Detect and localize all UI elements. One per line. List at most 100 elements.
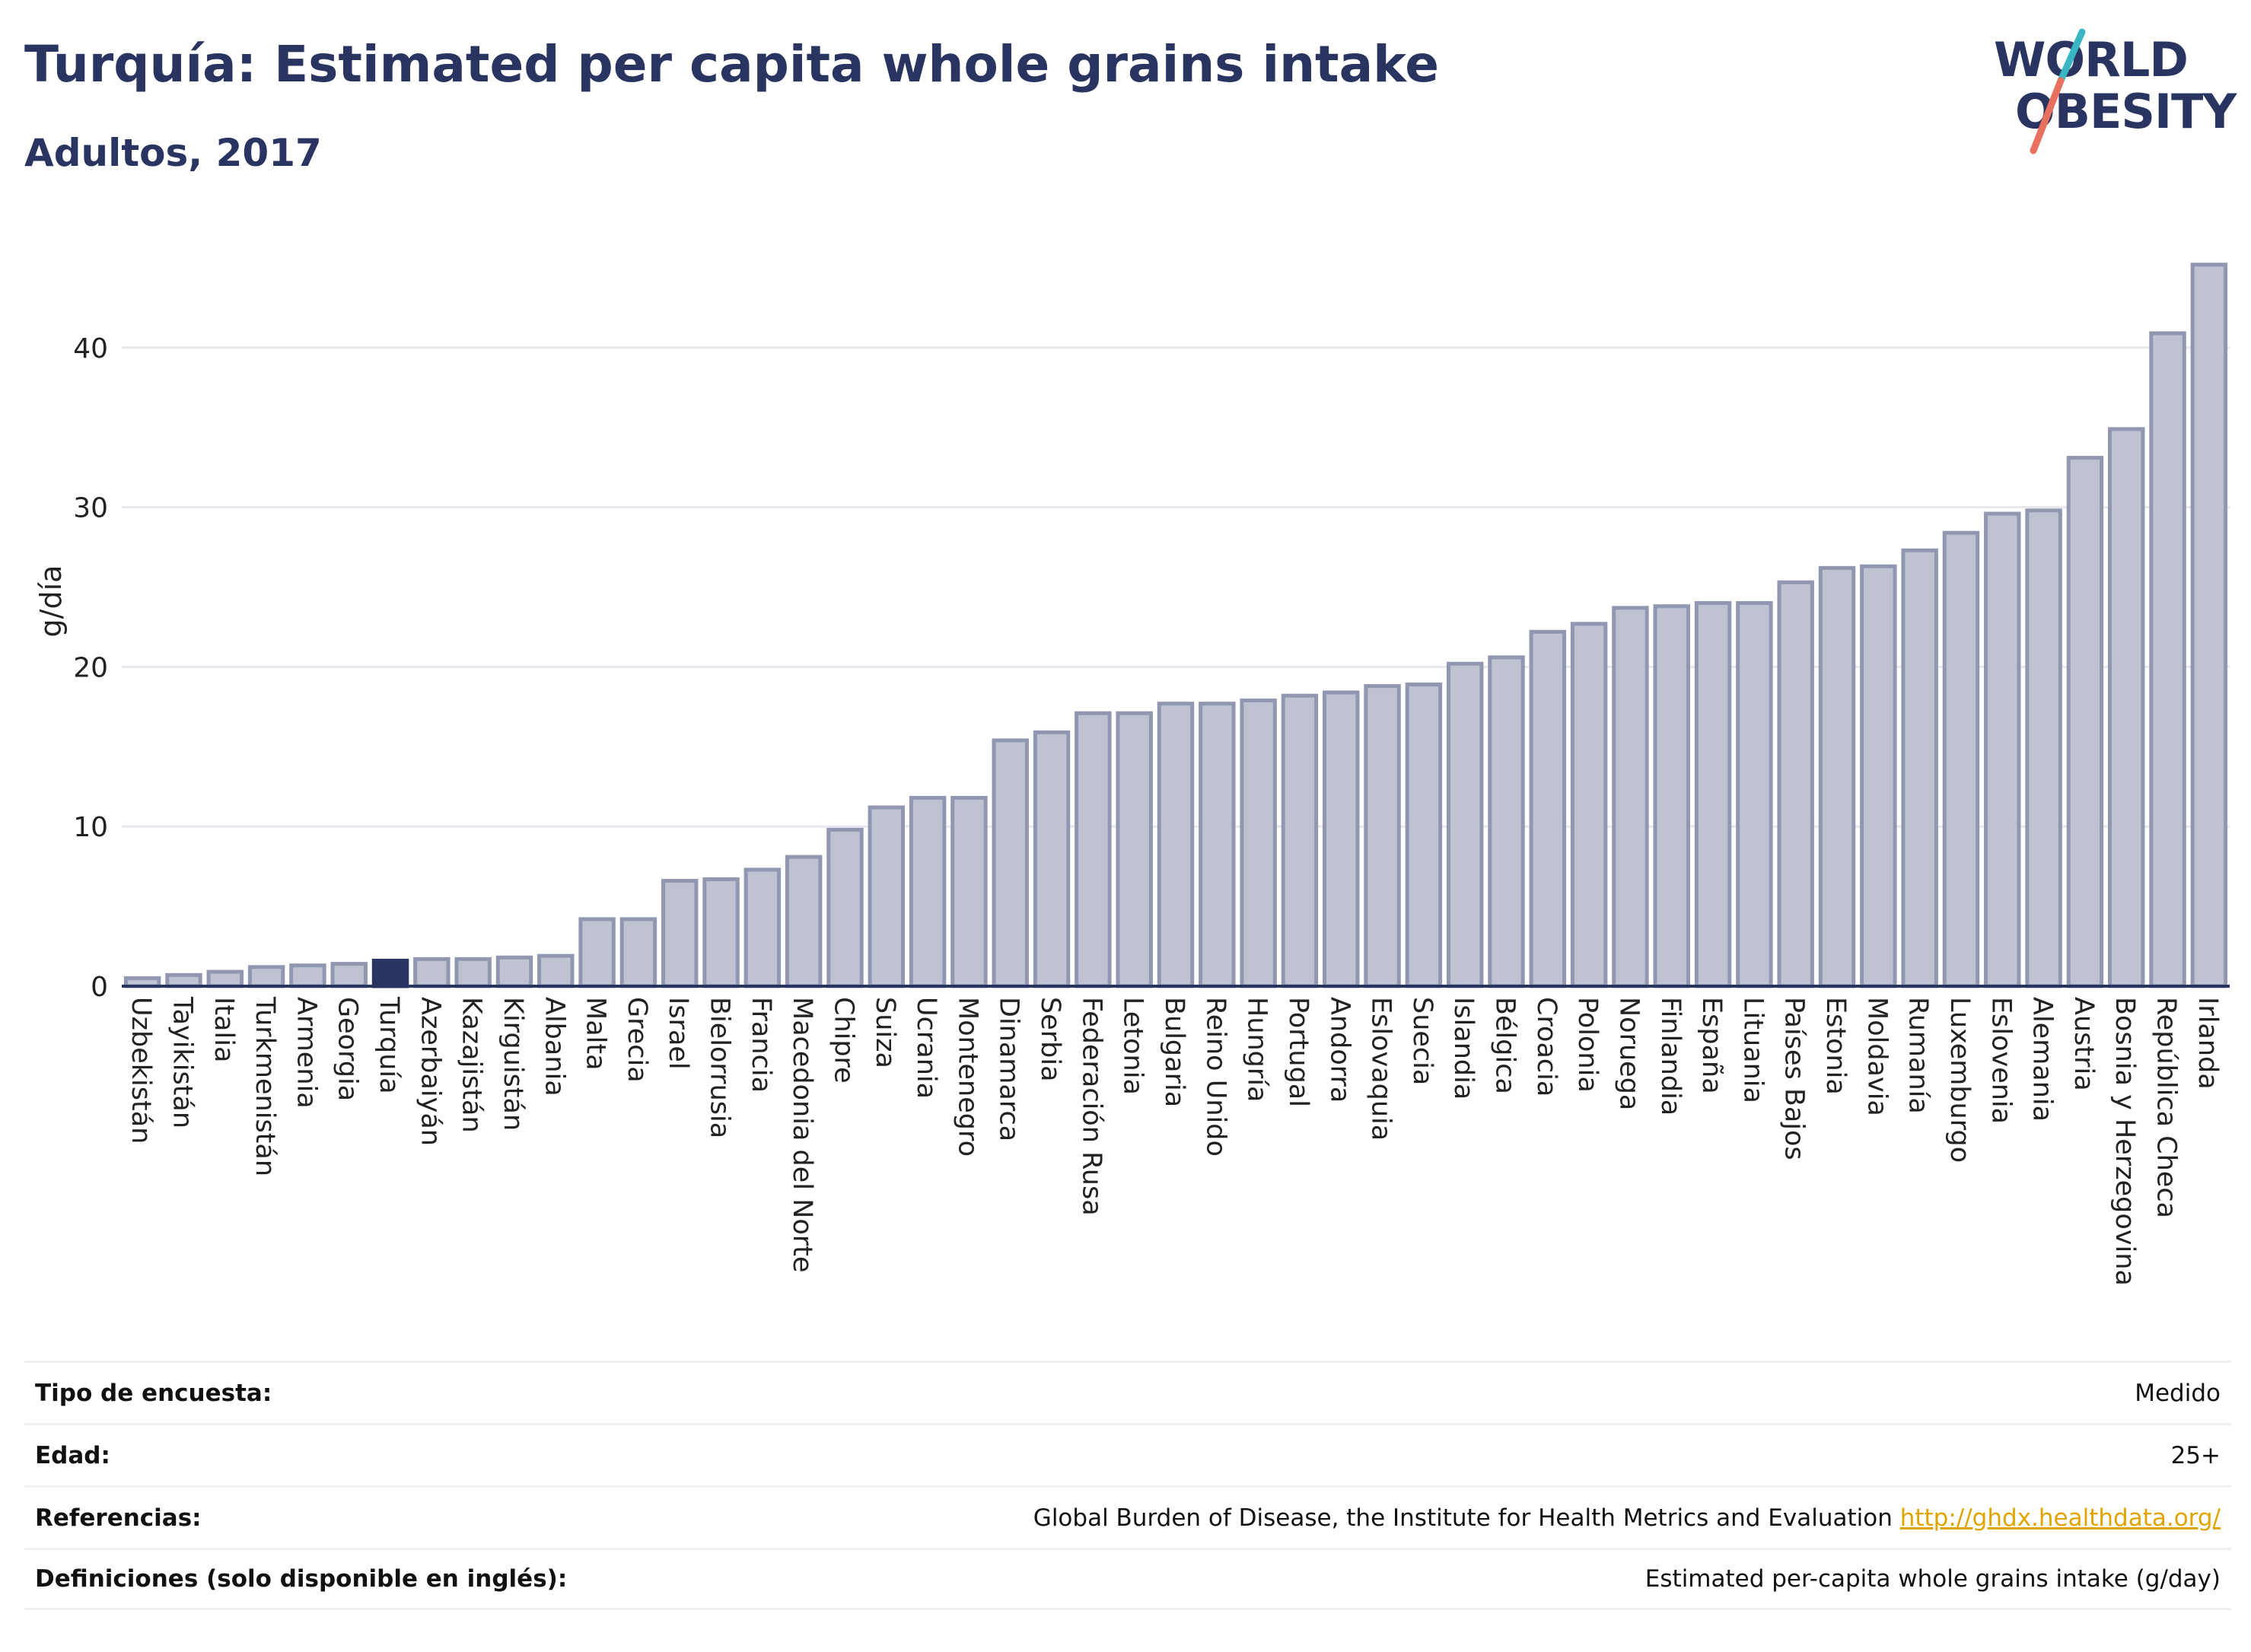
x-tick-label: Serbia — [1035, 997, 1065, 1082]
info-row-age: Edad: 25+ — [24, 1423, 2231, 1485]
bar-layer — [122, 263, 2230, 988]
bar-francia — [743, 867, 782, 988]
references-value: Global Burden of Disease, the Institute … — [1033, 1504, 2221, 1532]
bar-letonia — [1116, 711, 1153, 988]
x-tick-label: Italia — [209, 997, 239, 1062]
bar-turquía — [371, 958, 409, 988]
bar-bulgaria — [1157, 702, 1195, 988]
bar-macedonia-del-norte — [785, 855, 823, 988]
bar-armenia — [289, 963, 326, 988]
references-text: Global Burden of Disease, the Institute … — [1033, 1504, 1893, 1532]
y-tick-label: 30 — [73, 493, 108, 524]
bar-bosnia-y-herzegovina — [2107, 427, 2145, 988]
references-link[interactable]: http://ghdx.healthdata.org/ — [1899, 1504, 2221, 1532]
x-tick-label: Francia — [746, 997, 776, 1093]
bar-rumanía — [1901, 548, 1938, 988]
x-tick-label: Hungría — [1242, 997, 1272, 1102]
x-tick-label: Reino Unido — [1200, 997, 1231, 1157]
bar-hungría — [1240, 698, 1277, 988]
bar-malta — [578, 917, 616, 988]
bar-federación-rusa — [1075, 711, 1112, 988]
x-tick-label: Bulgaria — [1159, 997, 1189, 1107]
bar-azerbaiyán — [413, 957, 451, 988]
x-tick-label: Bielorrusia — [705, 997, 735, 1138]
bar-alemania — [2025, 508, 2062, 988]
x-tick-label: Kazajistán — [457, 997, 487, 1133]
x-tick-label: Andorra — [1324, 997, 1355, 1103]
x-tick-label: Irlanda — [2192, 997, 2223, 1090]
bar-finlandia — [1653, 604, 1690, 988]
bar-georgia — [330, 962, 368, 988]
x-tick-label: República Checa — [2151, 997, 2182, 1218]
definitions-value: Estimated per-capita whole grains intake… — [1644, 1565, 2221, 1593]
x-tick-label: Macedonia del Norte — [787, 997, 817, 1272]
bar-ucrania — [909, 795, 947, 988]
x-tick-label: Islandia — [1448, 997, 1479, 1100]
x-tick-label: Bosnia y Herzegovina — [2109, 997, 2140, 1286]
info-row-survey: Tipo de encuesta: Medido — [24, 1361, 2231, 1423]
y-tick-label: 10 — [73, 812, 108, 843]
bar-países-bajos — [1777, 580, 1814, 988]
x-tick-label: España — [1696, 997, 1727, 1094]
y-tick-label: 20 — [73, 652, 108, 683]
x-tick-label: Montenegro — [952, 997, 982, 1157]
x-tick-label: Moldavia — [1861, 997, 1892, 1116]
bar-irlanda — [2190, 263, 2228, 988]
survey-type-label: Tipo de encuesta: — [35, 1379, 272, 1407]
logo-slash-teal — [2057, 28, 2086, 84]
bar-reino-unido — [1199, 702, 1236, 988]
x-tick-label: Federación Rusa — [1076, 997, 1106, 1216]
bar-chipre — [826, 827, 864, 988]
bar-bielorrusia — [702, 877, 740, 988]
x-tick-label: Georgia — [333, 997, 363, 1101]
bar-kirguistán — [495, 955, 533, 988]
world-obesity-logo: WORLD OBESITY — [1994, 28, 2237, 154]
x-tick-label: Armenia — [291, 997, 321, 1109]
bar-turkmenistán — [247, 965, 285, 988]
x-tick-label: Uzbekistán — [126, 997, 156, 1144]
bar-israel — [661, 879, 699, 988]
x-tick-label: Chipre — [828, 997, 858, 1084]
x-tick-label: Eslovenia — [1985, 997, 2016, 1124]
x-tick-label: Eslovaquia — [1366, 997, 1396, 1141]
x-tick-label: Polonia — [1572, 997, 1603, 1093]
x-tick-label: Alemania — [2027, 997, 2058, 1122]
x-tick-label: Israel — [663, 997, 693, 1070]
bar-luxemburgo — [1942, 530, 1980, 988]
bar-austria — [2066, 456, 2104, 988]
bar-tayikistán — [165, 972, 202, 988]
x-tick-label: Azerbaiyán — [415, 997, 445, 1146]
x-tick-label: Malta — [581, 997, 611, 1071]
bar-albania — [537, 953, 575, 988]
y-tick-label: 0 — [91, 972, 108, 1003]
x-tick-label: Grecia — [622, 997, 652, 1083]
y-axis-label: g/día — [34, 565, 68, 638]
bar-andorra — [1323, 690, 1360, 988]
survey-type-value: Medido — [2135, 1379, 2221, 1407]
bar-bélgica — [1488, 655, 1525, 988]
bar-noruega — [1612, 606, 1649, 988]
logo-slash-red — [2030, 77, 2065, 154]
x-tick-label: Países Bajos — [1779, 997, 1810, 1160]
bar-suecia — [1405, 683, 1443, 988]
bar-españa — [1694, 601, 1732, 988]
x-tick-label: Tayikistán — [167, 996, 197, 1128]
bar-montenegro — [950, 795, 988, 988]
x-tick-label: Finlandia — [1655, 997, 1686, 1116]
x-tick-label: Albania — [539, 997, 569, 1097]
definitions-label: Definiciones (solo disponible en inglés)… — [35, 1565, 568, 1593]
bar-grecia — [619, 917, 657, 988]
age-value: 25+ — [2170, 1441, 2221, 1469]
x-tick-label: Estonia — [1820, 997, 1851, 1095]
x-tick-label: Letonia — [1118, 997, 1148, 1095]
bar-serbia — [1033, 730, 1071, 988]
bar-eslovenia — [1984, 511, 2021, 988]
x-tick-label: Bélgica — [1490, 997, 1520, 1094]
x-tick-label: Austria — [2068, 997, 2099, 1091]
x-tick-label: Suiza — [870, 997, 900, 1068]
bar-italia — [206, 969, 244, 988]
info-row-definitions: Definiciones (solo disponible en inglés)… — [24, 1548, 2231, 1610]
x-tick-label: Ucrania — [911, 997, 941, 1099]
x-tick-label: Turkmenistán — [250, 996, 280, 1176]
info-row-references: Referencias: Global Burden of Disease, t… — [24, 1485, 2231, 1548]
